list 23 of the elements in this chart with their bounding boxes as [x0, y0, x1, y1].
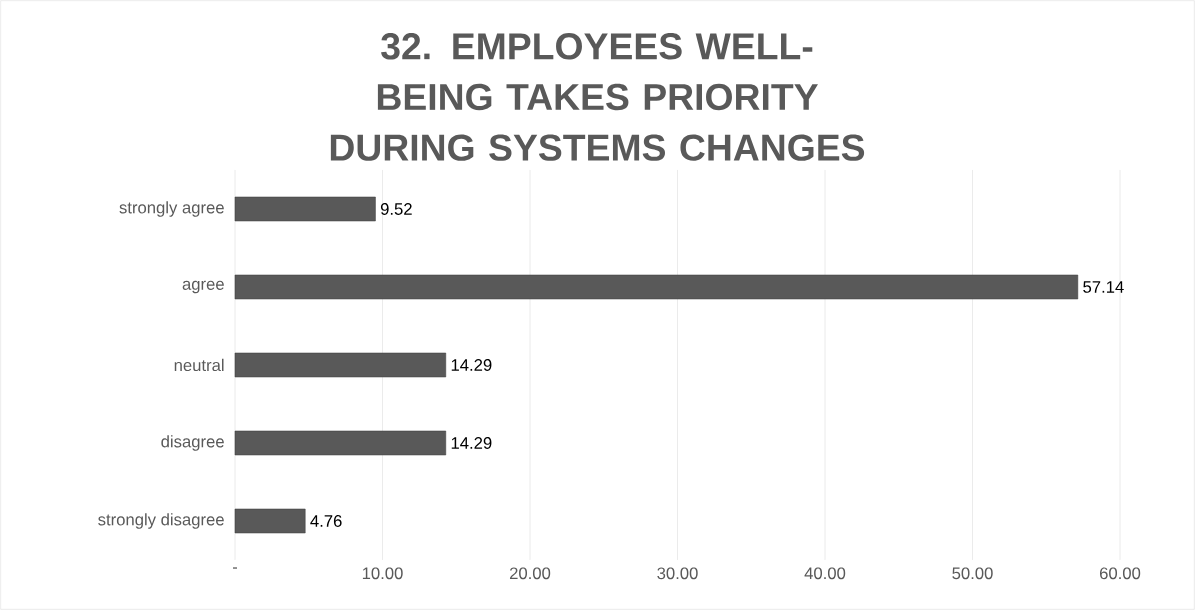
- y-tick-label: strongly agree: [119, 201, 224, 217]
- x-tick-label: 50.00: [952, 567, 993, 580]
- bar: [234, 196, 376, 222]
- y-tick-label: strongly disagree: [98, 513, 224, 529]
- bar: [234, 508, 306, 534]
- data-label: 9.52: [380, 203, 412, 215]
- bar: [234, 274, 1079, 300]
- y-tick-label: disagree: [161, 435, 224, 451]
- x-tick-label: 40.00: [804, 567, 846, 580]
- x-tick-label: 30.00: [657, 567, 698, 580]
- x-tick-label: 10.00: [362, 567, 403, 580]
- chart-title: 32. EMPLOYEES WELL-BEING TAKES PRIORITY DURING SYSTEMS CHANGES: [330, 33, 865, 161]
- data-label: 57.14: [1083, 281, 1124, 293]
- data-label: 14.29: [451, 437, 492, 449]
- bar: [234, 430, 447, 456]
- y-tick-label: agree: [182, 280, 224, 294]
- bar: [234, 352, 447, 378]
- x-tick-label: 20.00: [509, 567, 551, 580]
- y-tick-label: neutral: [174, 358, 224, 372]
- x-tick-label: 60.00: [1100, 567, 1141, 580]
- data-label: 14.29: [451, 359, 492, 371]
- data-label: 4.76: [310, 515, 342, 527]
- x-tick-label: -: [232, 567, 238, 569]
